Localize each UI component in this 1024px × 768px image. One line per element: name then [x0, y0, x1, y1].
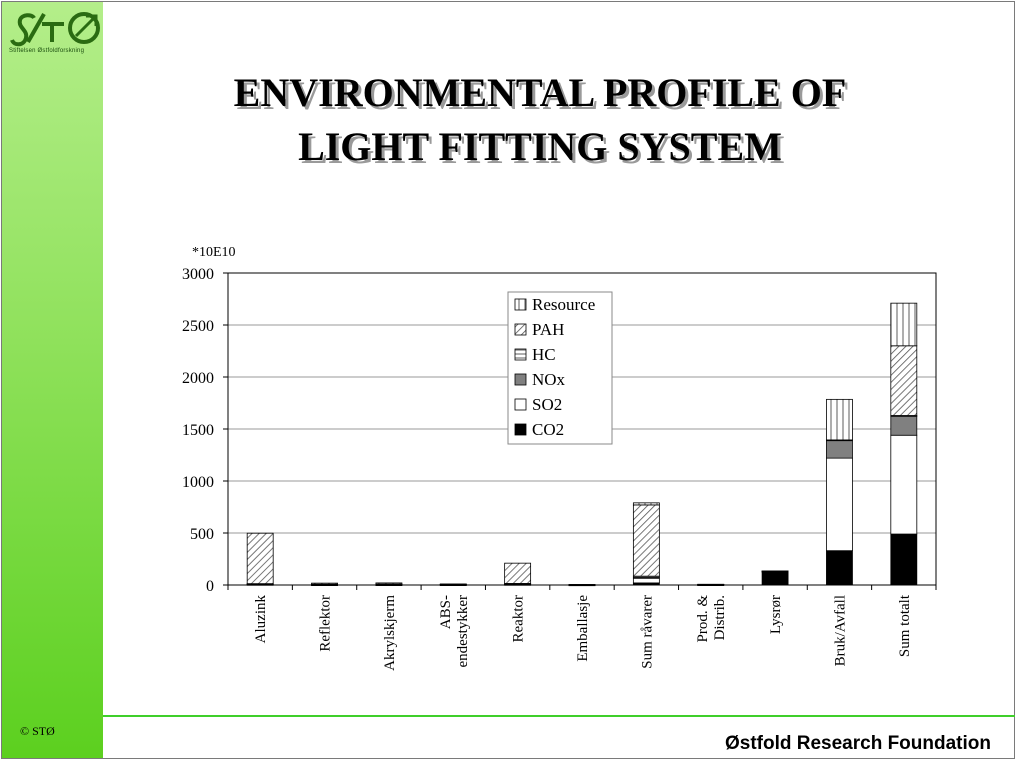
copyright-text: © STØ [20, 724, 55, 738]
legend-label: HC [532, 345, 556, 364]
x-axis: Aluzink Reflektor Akrylskjerm ABS-endestykk… [227, 585, 937, 671]
legend-label: SO2 [532, 395, 562, 414]
x-tick-label-line: endestykker [455, 595, 471, 667]
x-tick-label: Akrylskjerm [382, 595, 398, 671]
y-tick-label: 1000 [182, 474, 214, 491]
bar-stack [632, 502, 660, 586]
legend-swatch-so2 [514, 398, 527, 411]
x-tick-label: Lysrør [768, 595, 784, 634]
x-tick-label-line: Reaktor [511, 595, 527, 642]
y-axis: 0 500 1000 1500 2000 2500 3000 [182, 266, 228, 595]
y-unit-label: *10E10 [192, 245, 236, 260]
bar-segment-nox [826, 440, 853, 459]
bar-segment-co2 [761, 571, 789, 586]
x-tick-label-line: Sum totalt [897, 594, 913, 657]
legend-label: NOx [532, 370, 566, 389]
bar-segment-co2 [890, 533, 918, 586]
x-tick-label: Reflektor [318, 595, 334, 652]
y-tick-label: 2500 [182, 318, 214, 335]
bar-segment-pah [311, 582, 338, 585]
bar-stack [890, 302, 918, 586]
legend: Resource PAH HC NOx SO2 CO2 [507, 291, 613, 445]
sidebar: Stiftelsen Østfoldforskning © STØ [2, 2, 103, 758]
bar-stack [311, 582, 338, 586]
bar-segment-nox [890, 416, 918, 436]
bar-segment-pah [697, 583, 725, 586]
bar-segment-pah [375, 582, 403, 585]
bar-stack [504, 562, 532, 586]
bar-segment-pah [439, 583, 467, 586]
legend-label: CO2 [532, 420, 564, 439]
x-tick-label-line: Bruk/Avfall [832, 595, 848, 666]
page-title: ENVIRONMENTAL PROFILE OF LIGHT FITTING S… [150, 66, 930, 174]
x-tick-label-line: Reflektor [318, 595, 334, 652]
bar-stack [246, 532, 274, 586]
y-tick-label: 2000 [182, 370, 214, 387]
y-tick-label: 0 [206, 578, 214, 595]
bars [246, 302, 918, 587]
x-tick-label: Reaktor [511, 595, 527, 642]
x-tick-label-line: Distrib. [712, 595, 728, 640]
bar-stack [439, 583, 467, 586]
bar-segment-resource [632, 502, 660, 506]
bar-segment-pah [761, 570, 789, 573]
legend-swatch-hc [514, 348, 527, 361]
title-line-1: ENVIRONMENTAL PROFILE OF [233, 70, 847, 115]
x-tick-label-line: Sum råvarer [639, 595, 655, 669]
legend-box [507, 291, 613, 445]
x-tick-label: Sum totalt [897, 594, 913, 657]
x-tick-label-line: Aluzink [253, 595, 269, 644]
x-tick-label-line: Lysrør [768, 595, 784, 634]
logo-subtitle: Stiftelsen Østfoldforskning [9, 48, 85, 54]
bar-segment-pah [890, 345, 918, 416]
legend-swatch-resource [514, 298, 527, 311]
bar-stack [826, 398, 853, 586]
x-tick-label-line: Prod. & [695, 595, 711, 643]
slide-frame [1, 1, 1015, 759]
footer-divider [103, 715, 1015, 717]
bar-segment-resource [826, 398, 853, 441]
bar-segment-so2 [632, 577, 660, 584]
bar-stack [697, 583, 725, 586]
legend-swatch-nox [514, 373, 527, 386]
bar-segment-co2 [826, 550, 853, 586]
legend-swatch-co2 [514, 423, 527, 436]
x-tick-label-line: Emballasje [575, 595, 591, 662]
bar-segment-pah [568, 584, 596, 586]
bar-segment-so2 [890, 434, 918, 535]
legend-swatch-pah [514, 323, 527, 336]
x-tick-label: Sum råvarer [639, 595, 655, 669]
y-tick-label: 3000 [182, 266, 214, 283]
bar-segment-pah [246, 532, 274, 585]
x-tick-label: Prod. &Distrib. [695, 595, 728, 643]
bar-stack [568, 584, 596, 587]
bar-stack [761, 570, 789, 586]
title-line-2: LIGHT FITTING SYSTEM [298, 124, 782, 169]
bar-segment-resource [890, 302, 918, 347]
legend-label: PAH [532, 320, 564, 339]
x-tick-label: Emballasje [575, 595, 591, 662]
y-tick-label: 1500 [182, 422, 214, 439]
x-tick-label: ABS-endestykker [438, 595, 471, 667]
bar-segment-so2 [826, 457, 853, 552]
sto-logo [10, 12, 100, 47]
x-tick-label-line: Akrylskjerm [382, 595, 398, 671]
bar-segment-pah [632, 504, 660, 577]
bar-stack [375, 582, 403, 586]
x-tick-label: Bruk/Avfall [832, 595, 848, 666]
x-tick-label: Aluzink [253, 595, 269, 644]
bar-segment-pah [504, 562, 532, 584]
y-tick-label: 500 [190, 526, 214, 543]
legend-label: Resource [532, 295, 595, 314]
x-tick-label-line: ABS- [438, 595, 454, 629]
footer-text: Østfold Research Foundation [724, 733, 991, 754]
